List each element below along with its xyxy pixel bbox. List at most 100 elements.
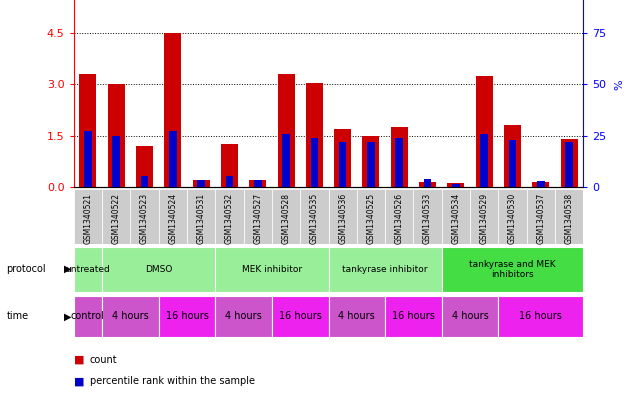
- Bar: [187, 189, 215, 244]
- Bar: [499, 189, 527, 244]
- Bar: [164, 33, 181, 187]
- Text: ■: ■: [74, 354, 84, 365]
- Bar: [108, 84, 124, 187]
- Bar: [442, 296, 499, 337]
- Text: 16 hours: 16 hours: [279, 311, 322, 321]
- Text: 16 hours: 16 hours: [165, 311, 208, 321]
- Bar: [527, 189, 555, 244]
- Text: GSM1340533: GSM1340533: [423, 193, 432, 244]
- Text: tankyrase and MEK
inhibitors: tankyrase and MEK inhibitors: [469, 259, 556, 279]
- Bar: [74, 189, 102, 244]
- Text: DMSO: DMSO: [145, 265, 172, 274]
- Text: GSM1340538: GSM1340538: [565, 193, 574, 244]
- Bar: [452, 184, 460, 187]
- Text: protocol: protocol: [6, 264, 46, 274]
- Bar: [476, 76, 493, 187]
- Text: 4 hours: 4 hours: [112, 311, 149, 321]
- Bar: [424, 178, 431, 187]
- Text: time: time: [6, 311, 29, 321]
- Text: untreated: untreated: [65, 265, 110, 274]
- Text: 16 hours: 16 hours: [392, 311, 435, 321]
- Bar: [339, 142, 347, 187]
- Bar: [254, 180, 262, 187]
- Bar: [102, 296, 159, 337]
- Text: GSM1340534: GSM1340534: [451, 193, 460, 244]
- Text: 4 hours: 4 hours: [225, 311, 262, 321]
- Bar: [74, 246, 102, 292]
- Bar: [112, 136, 120, 187]
- Text: GSM1340536: GSM1340536: [338, 193, 347, 244]
- Bar: [159, 296, 215, 337]
- Text: control: control: [71, 311, 104, 321]
- Bar: [565, 142, 573, 187]
- Text: count: count: [90, 354, 117, 365]
- Bar: [395, 138, 403, 187]
- Text: ▶: ▶: [64, 311, 72, 321]
- Bar: [363, 136, 379, 187]
- Bar: [413, 189, 442, 244]
- Bar: [391, 127, 408, 187]
- Bar: [249, 180, 266, 187]
- Bar: [140, 176, 148, 187]
- Bar: [442, 189, 470, 244]
- Text: GSM1340527: GSM1340527: [253, 193, 262, 244]
- Bar: [215, 189, 244, 244]
- Bar: [509, 140, 517, 187]
- Text: 4 hours: 4 hours: [452, 311, 488, 321]
- Bar: [215, 296, 272, 337]
- Bar: [272, 189, 300, 244]
- Bar: [329, 189, 357, 244]
- Y-axis label: %: %: [615, 79, 625, 90]
- Bar: [193, 180, 210, 187]
- Text: ▶: ▶: [64, 264, 72, 274]
- Bar: [310, 138, 318, 187]
- Bar: [561, 139, 578, 187]
- Text: GSM1340537: GSM1340537: [537, 193, 545, 244]
- Bar: [278, 74, 294, 187]
- Bar: [197, 180, 205, 187]
- Bar: [499, 296, 583, 337]
- Text: ■: ■: [74, 376, 84, 386]
- Bar: [215, 246, 329, 292]
- Bar: [504, 125, 521, 187]
- Bar: [244, 189, 272, 244]
- Bar: [74, 296, 102, 337]
- Bar: [385, 296, 442, 337]
- Bar: [442, 246, 583, 292]
- Bar: [300, 189, 329, 244]
- Bar: [357, 189, 385, 244]
- Text: GSM1340531: GSM1340531: [197, 193, 206, 244]
- Bar: [102, 246, 215, 292]
- Bar: [470, 189, 499, 244]
- Bar: [226, 176, 233, 187]
- Bar: [537, 180, 545, 187]
- Bar: [367, 142, 375, 187]
- Text: GSM1340523: GSM1340523: [140, 193, 149, 244]
- Bar: [306, 83, 323, 187]
- Bar: [532, 182, 549, 187]
- Bar: [447, 183, 464, 187]
- Bar: [272, 296, 329, 337]
- Bar: [329, 246, 442, 292]
- Bar: [159, 189, 187, 244]
- Text: 4 hours: 4 hours: [338, 311, 375, 321]
- Text: GSM1340521: GSM1340521: [83, 193, 92, 244]
- Bar: [136, 146, 153, 187]
- Text: GSM1340532: GSM1340532: [225, 193, 234, 244]
- Text: GSM1340522: GSM1340522: [112, 193, 121, 244]
- Text: GSM1340529: GSM1340529: [479, 193, 488, 244]
- Text: tankyrase inhibitor: tankyrase inhibitor: [342, 265, 428, 274]
- Text: GSM1340524: GSM1340524: [169, 193, 178, 244]
- Bar: [84, 132, 92, 187]
- Bar: [282, 134, 290, 187]
- Bar: [385, 189, 413, 244]
- Text: 16 hours: 16 hours: [519, 311, 562, 321]
- Text: GSM1340530: GSM1340530: [508, 193, 517, 244]
- Bar: [419, 182, 436, 187]
- Bar: [555, 189, 583, 244]
- Text: GSM1340525: GSM1340525: [367, 193, 376, 244]
- Text: percentile rank within the sample: percentile rank within the sample: [90, 376, 254, 386]
- Bar: [329, 296, 385, 337]
- Bar: [79, 74, 96, 187]
- Bar: [130, 189, 159, 244]
